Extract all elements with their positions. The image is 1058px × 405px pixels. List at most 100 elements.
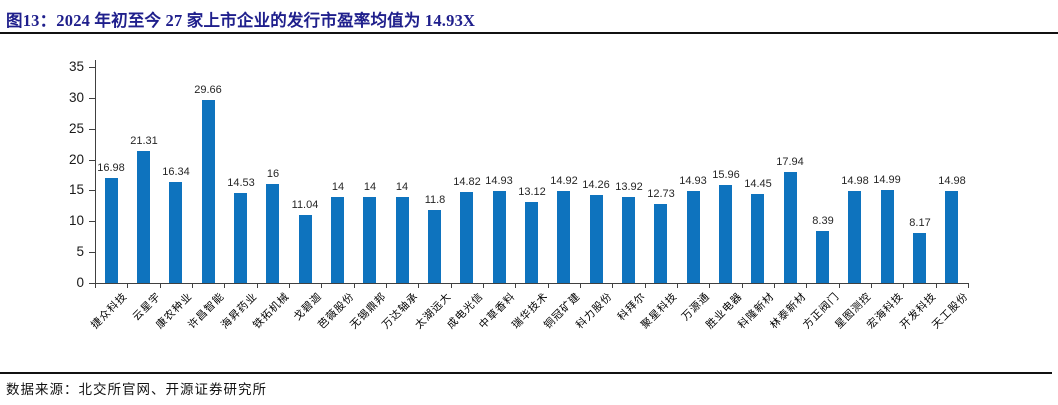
y-axis-tick-label: 15 [68,182,84,197]
bar-value-label: 16.34 [162,166,190,178]
bar [881,190,894,283]
x-axis-tick [871,284,872,288]
x-category-label-text: 捷众科技 [89,291,130,332]
x-axis-tick [645,284,646,288]
y-axis-tick [89,190,95,191]
bar-value-label: 16 [266,168,280,180]
y-axis-tick-label: 35 [68,59,84,74]
bar-value-label: 17.94 [776,156,804,168]
bar-value-label: 13.12 [518,186,546,198]
bar-value-label: 8.17 [909,217,931,229]
x-axis-tick [774,284,775,288]
y-axis-tick [89,98,95,99]
bar [945,191,958,283]
x-axis-tick [806,284,807,288]
bar-chart: 0 5 10 15 20 25 30 35 16.98 捷众科技 21.31 云星宇 16.34 康农种业… [0,40,1058,370]
bar [622,197,635,283]
bar [525,202,538,283]
y-axis-tick-label: 30 [68,90,84,105]
bar [751,194,764,283]
bar-value-label: 14.93 [679,175,707,187]
bar-value-label: 16.98 [97,162,125,174]
bar [202,100,215,283]
bar-value-label: 14 [331,181,345,193]
bar [719,185,732,283]
bar-value-label: 14 [363,181,377,193]
bar [848,191,861,283]
x-axis-tick [257,284,258,288]
bar [363,197,376,283]
x-axis-tick [95,284,96,288]
x-axis-tick [936,284,937,288]
y-axis-tick-label: 0 [76,275,84,290]
bar [169,182,182,283]
bar-value-label: 14.99 [873,174,901,186]
x-axis-tick [321,284,322,288]
x-axis-tick [192,284,193,288]
x-axis-tick [386,284,387,288]
bar-value-label: 14.82 [453,176,481,188]
x-axis-tick [839,284,840,288]
bar-value-label: 29.66 [194,84,222,96]
bar-value-label: 14.26 [582,179,610,191]
bar [687,191,700,283]
x-axis-tick [709,284,710,288]
data-source: 数据来源：北交所官网、开源证券研究所 [6,382,267,397]
bar-value-label: 13.92 [615,181,643,193]
bar-value-label: 14 [395,181,409,193]
bar-value-label: 14.45 [744,178,772,190]
bar-value-label: 11.8 [424,194,446,206]
bar [816,231,829,283]
x-axis-tick [742,284,743,288]
bar [396,197,409,283]
x-axis-tick [968,284,969,288]
y-axis-tick-label: 20 [68,152,84,167]
x-axis-tick [515,284,516,288]
bar-value-label: 8.39 [812,215,834,227]
bar-value-label: 14.53 [227,177,255,189]
y-axis-tick-label: 25 [68,121,84,136]
x-axis-tick [224,284,225,288]
x-axis-tick [580,284,581,288]
x-axis-tick [548,284,549,288]
figure-title: 图13：2024 年初至今 27 家上市企业的发行市盈率均值为 14.93X [6,11,476,30]
bar [137,151,150,283]
bar-value-label: 14.93 [485,175,513,187]
bar [105,178,118,283]
bar [493,191,506,283]
bar-value-label: 15.96 [712,169,740,181]
y-axis-tick [89,67,95,68]
y-axis-tick [89,160,95,161]
x-axis-tick [289,284,290,288]
bar-value-label: 21.31 [130,135,158,147]
bar [266,184,279,283]
bar [784,172,797,283]
bar-value-label: 14.98 [841,175,869,187]
bar [557,191,570,283]
y-axis-tick [89,283,95,284]
bar [460,192,473,283]
bar [913,233,926,283]
bar-value-label: 14.98 [938,175,966,187]
y-axis-tick-label: 5 [76,244,84,259]
y-axis-tick [89,252,95,253]
y-axis-tick [89,221,95,222]
bar-value-label: 11.04 [291,199,319,211]
y-axis-line [95,60,96,284]
x-axis-tick [612,284,613,288]
y-axis-tick-label: 10 [68,213,84,228]
x-axis-line [95,283,969,284]
y-axis-tick [89,129,95,130]
bar [234,193,247,283]
x-axis-tick [418,284,419,288]
x-axis-tick [160,284,161,288]
bar-value-label: 12.73 [647,188,675,200]
x-axis-tick [483,284,484,288]
x-axis-tick [903,284,904,288]
bar [590,195,603,283]
bar [299,215,312,283]
bar [654,204,667,283]
x-axis-tick [451,284,452,288]
x-axis-tick [127,284,128,288]
